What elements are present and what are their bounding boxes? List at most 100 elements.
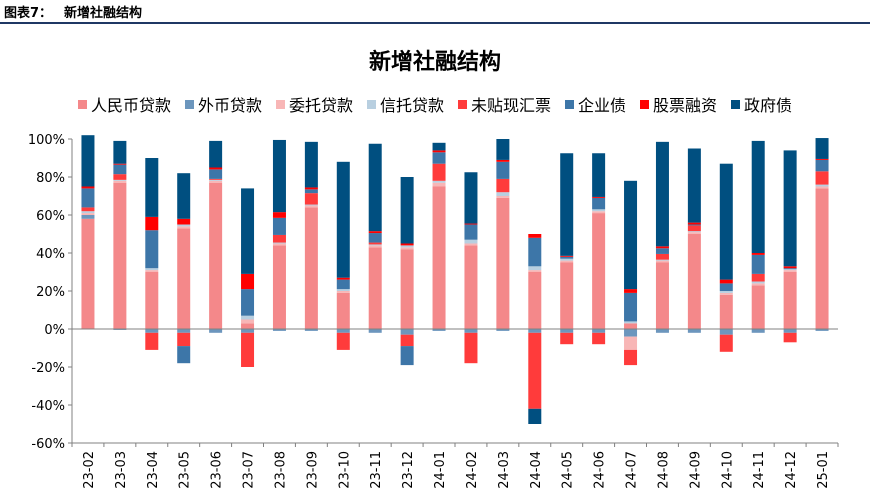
bar-segment bbox=[304, 204, 318, 206]
x-tick-label: 25-01 bbox=[816, 451, 831, 489]
bar-segment bbox=[528, 266, 542, 271]
bar-segment bbox=[496, 197, 510, 329]
bar-segment bbox=[528, 234, 542, 238]
legend-swatch bbox=[366, 99, 376, 109]
bar-segment bbox=[368, 233, 382, 243]
bar-segment bbox=[560, 332, 574, 345]
bar-segment bbox=[655, 246, 669, 249]
bar-segment bbox=[81, 188, 95, 208]
legend-item: 人民币贷款 bbox=[77, 92, 171, 116]
legend-label: 政府债 bbox=[744, 96, 793, 115]
bar-segment bbox=[624, 329, 638, 337]
bar-segment bbox=[783, 150, 797, 267]
bar-segment bbox=[560, 256, 574, 259]
y-tick-label: 80% bbox=[36, 171, 65, 186]
bar-segment bbox=[624, 321, 638, 324]
bar-segment bbox=[464, 172, 478, 224]
bar-segment bbox=[751, 273, 765, 282]
bar-segment bbox=[368, 247, 382, 329]
legend-item: 企业债 bbox=[565, 92, 626, 116]
bar-segment bbox=[241, 188, 255, 274]
bar-segment bbox=[209, 167, 223, 170]
bar-segment bbox=[783, 266, 797, 269]
y-tick-label: -60% bbox=[31, 437, 65, 452]
x-tick-label: 23-04 bbox=[146, 451, 161, 489]
bar-segment bbox=[145, 230, 159, 269]
bar-segment bbox=[592, 209, 606, 212]
y-tick-label: 20% bbox=[36, 285, 65, 300]
bar-segment bbox=[592, 153, 606, 197]
x-tick-label: 24-01 bbox=[433, 451, 448, 489]
bar-segment bbox=[560, 258, 574, 261]
figure-header: 图表7： 新增社融结构 bbox=[0, 0, 870, 24]
bar-segment bbox=[719, 283, 733, 291]
bar-segment bbox=[368, 143, 382, 232]
bar-segment bbox=[209, 178, 223, 180]
bar-segment bbox=[177, 224, 191, 227]
bar-segment bbox=[336, 291, 350, 293]
bar-segment bbox=[464, 243, 478, 246]
bar-segment bbox=[592, 196, 606, 198]
bar-segment bbox=[815, 171, 829, 185]
bar-segment bbox=[336, 277, 350, 280]
bar-segment bbox=[560, 255, 574, 257]
bar-segment bbox=[400, 346, 414, 366]
bar-segment bbox=[528, 332, 542, 409]
bar-segment bbox=[400, 243, 414, 246]
bar-segment bbox=[336, 279, 350, 290]
legend-label: 企业债 bbox=[578, 96, 627, 115]
bar-segment bbox=[783, 270, 797, 272]
bar-segment bbox=[400, 245, 414, 248]
bar-segment bbox=[177, 226, 191, 229]
bar-segment bbox=[592, 197, 606, 210]
legend-swatch bbox=[184, 99, 194, 109]
x-tick-label: 24-11 bbox=[752, 451, 767, 489]
chart-title: 新增社融结构 bbox=[368, 50, 501, 75]
bar-segment bbox=[241, 315, 255, 320]
bar-segment bbox=[560, 262, 574, 329]
bar-segment bbox=[496, 196, 510, 198]
legend-item: 未贴现汇票 bbox=[458, 92, 551, 116]
bar-segment bbox=[783, 268, 797, 270]
bar-segment bbox=[560, 153, 574, 256]
bar-segment bbox=[560, 329, 574, 333]
bar-segment bbox=[783, 332, 797, 343]
bar-segment bbox=[432, 182, 446, 187]
bar-segment bbox=[177, 173, 191, 219]
bar-segment bbox=[655, 260, 669, 263]
bar-segment bbox=[336, 332, 350, 350]
legend-label: 外币贷款 bbox=[197, 96, 262, 115]
x-tick-label: 24-08 bbox=[656, 451, 671, 489]
bar-segment bbox=[655, 262, 669, 329]
bar-segment bbox=[336, 329, 350, 333]
bar-segment bbox=[177, 218, 191, 225]
bar-segment bbox=[783, 269, 797, 271]
bar-segment bbox=[687, 231, 701, 233]
bar-segment bbox=[560, 260, 574, 263]
x-tick-label: 24-03 bbox=[497, 451, 512, 489]
bar-segment bbox=[719, 329, 733, 335]
bar-segment bbox=[432, 142, 446, 151]
bar-segment bbox=[687, 224, 701, 226]
bar-segment bbox=[145, 329, 159, 333]
bar-segment bbox=[432, 152, 446, 164]
bar-segment bbox=[272, 212, 286, 218]
bar-segment bbox=[815, 184, 829, 187]
bar-segment bbox=[272, 242, 286, 244]
bar-segment bbox=[687, 222, 701, 225]
bar-segment bbox=[209, 180, 223, 183]
legend-swatch bbox=[565, 99, 575, 109]
x-tick-label: 24-10 bbox=[720, 451, 735, 489]
bar-segment bbox=[272, 139, 286, 213]
legend-label: 股票融资 bbox=[653, 96, 718, 115]
legend-label: 人民币贷款 bbox=[90, 96, 171, 115]
bar-segment bbox=[687, 234, 701, 329]
bar-segment bbox=[81, 215, 95, 219]
bar-segment bbox=[368, 242, 382, 245]
y-tick-label: -20% bbox=[31, 361, 65, 376]
bar-segment bbox=[304, 189, 318, 194]
bar-segment bbox=[113, 179, 127, 181]
bar-segment bbox=[719, 279, 733, 284]
bar-segment bbox=[209, 179, 223, 181]
